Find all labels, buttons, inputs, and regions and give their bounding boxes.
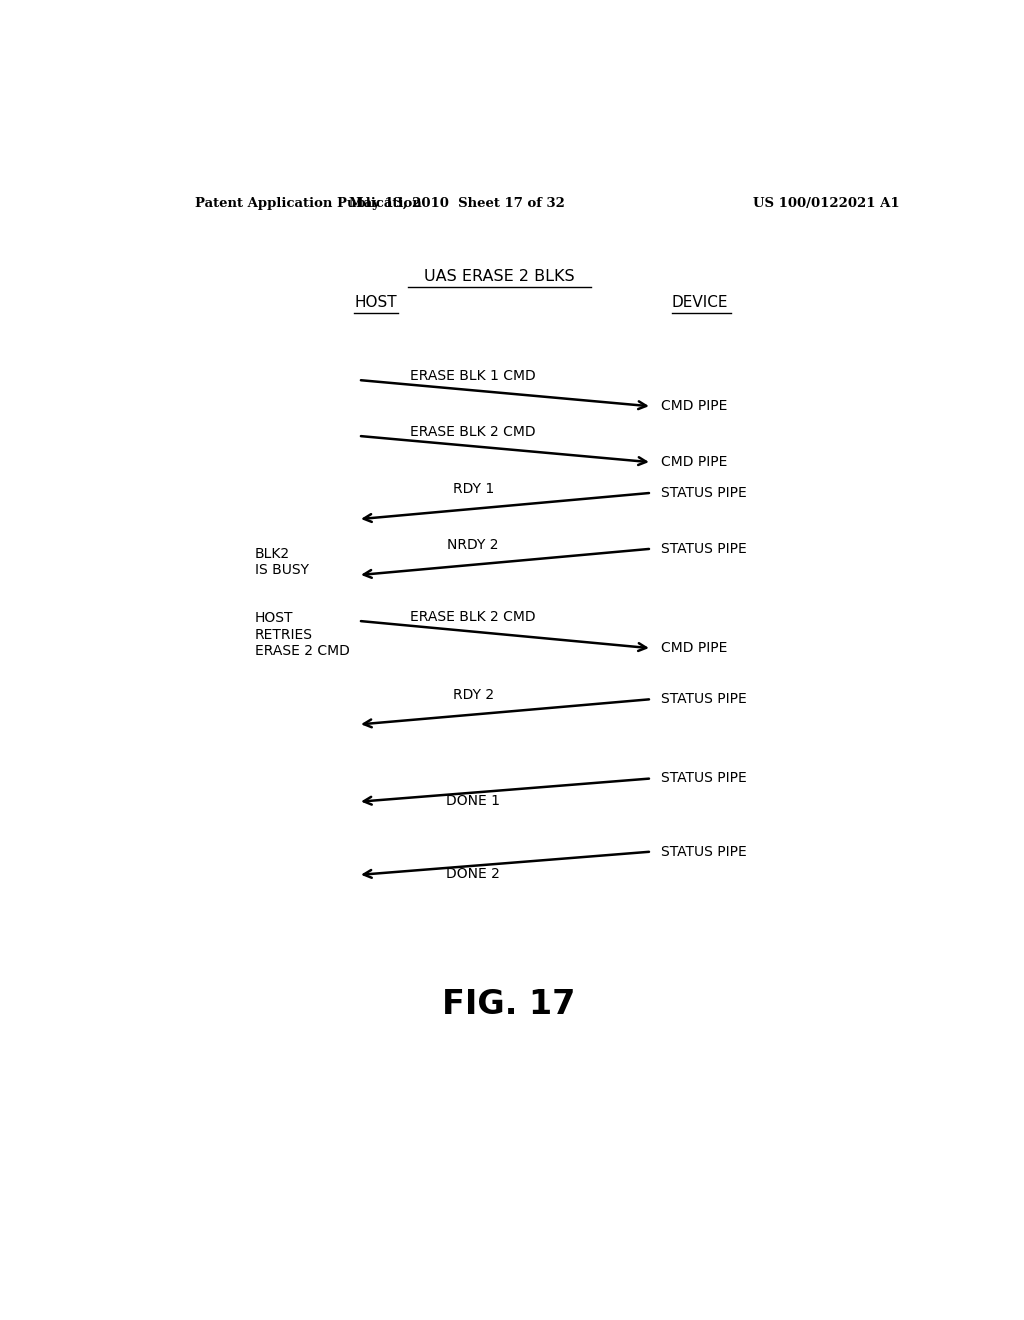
Text: CMD PIPE: CMD PIPE	[662, 642, 728, 655]
Text: ERASE BLK 2 CMD: ERASE BLK 2 CMD	[411, 425, 536, 440]
Text: US 100/0122021 A1: US 100/0122021 A1	[753, 197, 900, 210]
Text: STATUS PIPE: STATUS PIPE	[662, 692, 748, 706]
Text: HOST
RETRIES
ERASE 2 CMD: HOST RETRIES ERASE 2 CMD	[255, 611, 350, 657]
Text: RDY 2: RDY 2	[453, 688, 494, 702]
Text: HOST: HOST	[354, 294, 397, 310]
Text: CMD PIPE: CMD PIPE	[662, 455, 728, 470]
Text: RDY 1: RDY 1	[453, 482, 494, 496]
Text: STATUS PIPE: STATUS PIPE	[662, 541, 748, 556]
Text: UAS ERASE 2 BLKS: UAS ERASE 2 BLKS	[424, 269, 574, 284]
Text: STATUS PIPE: STATUS PIPE	[662, 486, 748, 500]
Text: Patent Application Publication: Patent Application Publication	[196, 197, 422, 210]
Text: STATUS PIPE: STATUS PIPE	[662, 845, 748, 858]
Text: ERASE BLK 2 CMD: ERASE BLK 2 CMD	[411, 610, 536, 624]
Text: May 13, 2010  Sheet 17 of 32: May 13, 2010 Sheet 17 of 32	[349, 197, 565, 210]
Text: ERASE BLK 1 CMD: ERASE BLK 1 CMD	[411, 370, 537, 383]
Text: FIG. 17: FIG. 17	[442, 987, 575, 1020]
Text: DONE 2: DONE 2	[446, 867, 500, 882]
Text: DONE 1: DONE 1	[446, 795, 500, 808]
Text: STATUS PIPE: STATUS PIPE	[662, 771, 748, 785]
Text: CMD PIPE: CMD PIPE	[662, 400, 728, 413]
Text: NRDY 2: NRDY 2	[447, 537, 499, 552]
Text: DEVICE: DEVICE	[672, 294, 728, 310]
Text: BLK2
IS BUSY: BLK2 IS BUSY	[255, 546, 309, 577]
